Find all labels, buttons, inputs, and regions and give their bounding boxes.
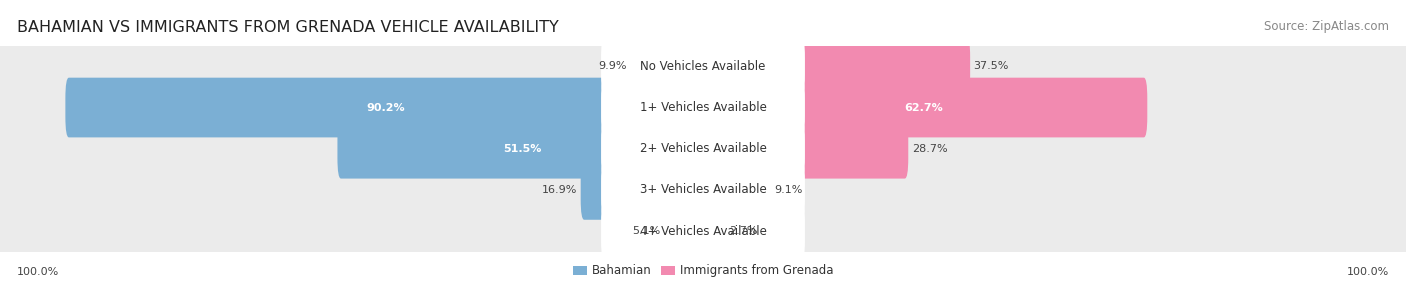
- Text: 3+ Vehicles Available: 3+ Vehicles Available: [640, 183, 766, 196]
- FancyBboxPatch shape: [602, 37, 804, 96]
- Text: 9.1%: 9.1%: [775, 185, 803, 195]
- FancyBboxPatch shape: [700, 37, 970, 96]
- Legend: Bahamian, Immigrants from Grenada: Bahamian, Immigrants from Grenada: [572, 264, 834, 277]
- Text: 4+ Vehicles Available: 4+ Vehicles Available: [640, 225, 766, 238]
- FancyBboxPatch shape: [65, 78, 707, 137]
- Text: 16.9%: 16.9%: [541, 185, 578, 195]
- FancyBboxPatch shape: [0, 142, 1406, 238]
- Text: 100.0%: 100.0%: [1347, 267, 1389, 277]
- Text: 37.5%: 37.5%: [973, 61, 1010, 71]
- FancyBboxPatch shape: [602, 119, 804, 178]
- FancyBboxPatch shape: [700, 78, 1147, 137]
- FancyBboxPatch shape: [700, 160, 770, 220]
- FancyBboxPatch shape: [664, 201, 707, 261]
- Text: 62.7%: 62.7%: [904, 103, 943, 112]
- FancyBboxPatch shape: [602, 160, 804, 220]
- FancyBboxPatch shape: [700, 119, 908, 178]
- FancyBboxPatch shape: [602, 78, 804, 137]
- FancyBboxPatch shape: [700, 201, 725, 261]
- Text: 9.9%: 9.9%: [598, 61, 627, 71]
- Text: 51.5%: 51.5%: [503, 144, 541, 154]
- Text: 28.7%: 28.7%: [911, 144, 948, 154]
- Text: 2.7%: 2.7%: [728, 226, 758, 236]
- Text: No Vehicles Available: No Vehicles Available: [640, 60, 766, 73]
- FancyBboxPatch shape: [0, 60, 1406, 155]
- FancyBboxPatch shape: [0, 183, 1406, 279]
- FancyBboxPatch shape: [337, 119, 707, 178]
- FancyBboxPatch shape: [581, 160, 707, 220]
- Text: Source: ZipAtlas.com: Source: ZipAtlas.com: [1264, 20, 1389, 33]
- Text: 5.1%: 5.1%: [631, 226, 661, 236]
- FancyBboxPatch shape: [630, 37, 707, 96]
- FancyBboxPatch shape: [602, 201, 804, 261]
- Text: BAHAMIAN VS IMMIGRANTS FROM GRENADA VEHICLE AVAILABILITY: BAHAMIAN VS IMMIGRANTS FROM GRENADA VEHI…: [17, 20, 558, 35]
- Text: 1+ Vehicles Available: 1+ Vehicles Available: [640, 101, 766, 114]
- Text: 90.2%: 90.2%: [367, 103, 405, 112]
- Text: 2+ Vehicles Available: 2+ Vehicles Available: [640, 142, 766, 155]
- Text: 100.0%: 100.0%: [17, 267, 59, 277]
- FancyBboxPatch shape: [0, 101, 1406, 196]
- FancyBboxPatch shape: [0, 19, 1406, 114]
